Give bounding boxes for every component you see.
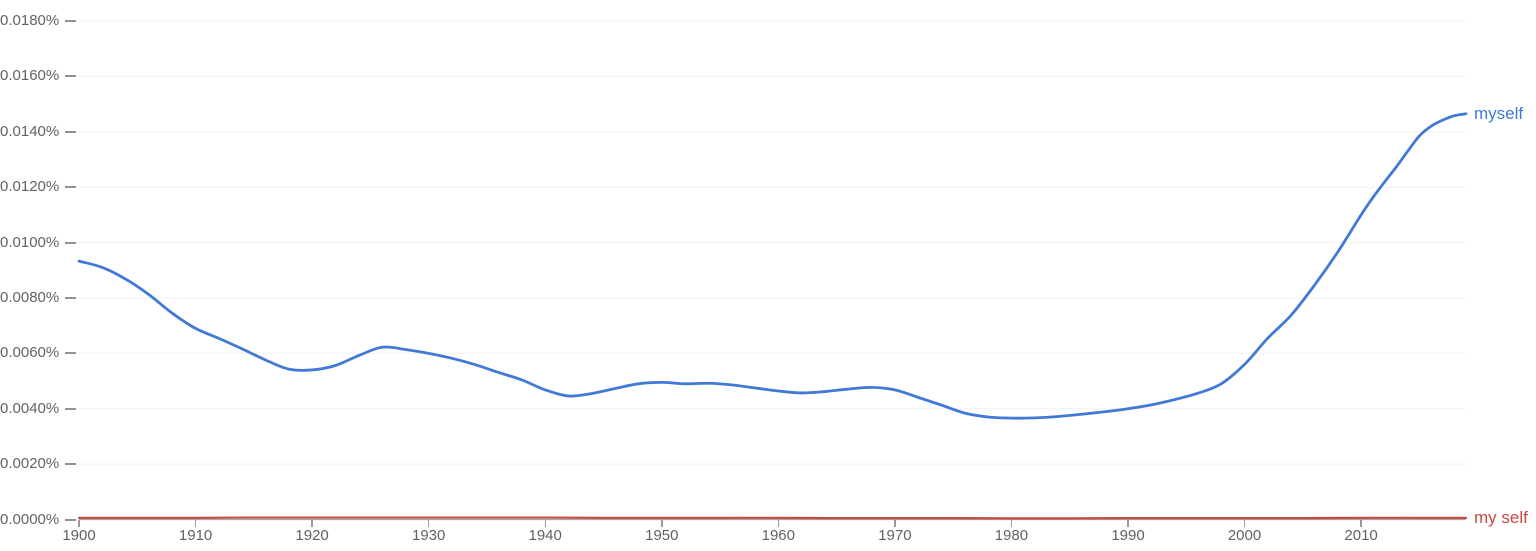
x-tick-mark	[1243, 520, 1246, 527]
series-label-myself[interactable]: myself	[1474, 103, 1524, 123]
x-tick-mark	[78, 520, 80, 527]
x-tick-mark	[661, 520, 663, 527]
y-tick-mark	[65, 518, 76, 521]
y-tick-mark	[65, 20, 76, 22]
x-tick-label: 1950	[645, 527, 679, 544]
x-tick-label: 1930	[412, 527, 446, 544]
x-tick-label: 1980	[994, 527, 1029, 544]
x-tick-label: 1920	[295, 527, 329, 544]
y-tick-label: 0.0100%	[0, 233, 60, 251]
y-tick-label: 0.0040%	[0, 399, 60, 417]
y-tick-mark	[65, 75, 76, 78]
series-line-myself[interactable]	[77, 112, 1468, 420]
x-tick-mark	[1360, 520, 1362, 527]
series-line-my-self[interactable]	[77, 516, 1468, 520]
x-tick-label: 1970	[878, 527, 912, 544]
x-tick-mark	[1010, 520, 1013, 527]
x-tick-label: 2010	[1344, 527, 1378, 544]
y-tick-label: 0.0120%	[0, 178, 60, 196]
x-tick-mark	[544, 520, 546, 527]
y-tick-label: 0.0160%	[0, 67, 60, 85]
x-tick-mark	[427, 520, 430, 527]
y-tick-mark	[65, 296, 76, 299]
y-tick-mark	[65, 463, 76, 466]
y-tick-label: 0.0060%	[0, 344, 60, 362]
y-tick-mark	[65, 186, 76, 189]
x-tick-label: 1960	[761, 527, 795, 544]
x-tick-label: 1990	[1111, 527, 1145, 544]
y-tick-label: 0.0180%	[0, 12, 60, 29]
y-tick-mark	[65, 241, 76, 244]
y-tick-mark	[65, 352, 76, 355]
y-tick-label: 0.0000%	[0, 510, 60, 528]
y-tick-label: 0.0140%	[0, 122, 60, 140]
y-tick-mark	[65, 130, 76, 133]
x-tick-mark	[777, 520, 780, 527]
y-tick-label: 0.0080%	[0, 288, 60, 306]
x-tick-mark	[311, 520, 313, 527]
x-tick-mark	[1127, 520, 1129, 527]
x-tick-mark	[894, 520, 896, 527]
x-tick-label: 1940	[528, 527, 562, 544]
x-tick-label: 1900	[62, 527, 96, 544]
series-label-my-self[interactable]: my self	[1474, 507, 1528, 527]
x-tick-mark	[194, 520, 197, 527]
y-tick-label: 0.0020%	[0, 455, 60, 473]
y-tick-mark	[65, 407, 76, 410]
x-tick-label: 1910	[178, 527, 213, 544]
x-tick-label: 2000	[1227, 527, 1262, 544]
